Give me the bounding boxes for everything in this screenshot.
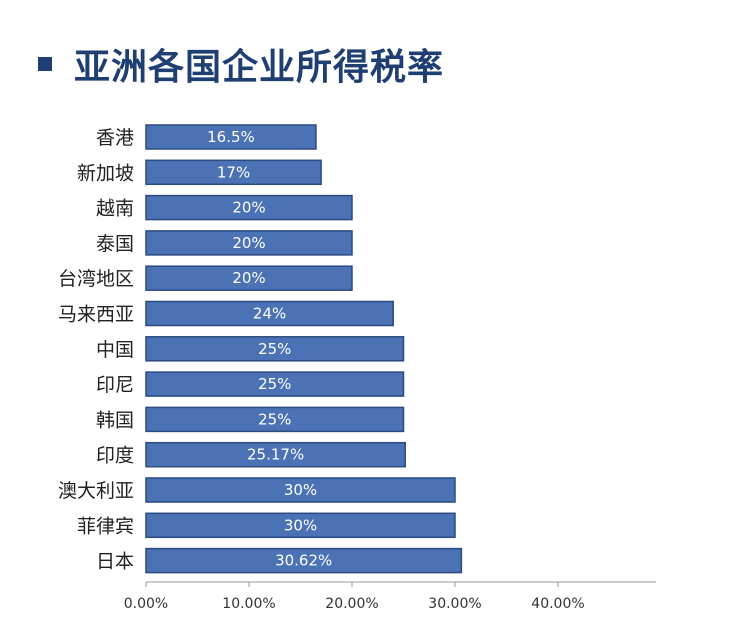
x-tick-label: 10.00% [222,596,275,612]
category-label: 中国 [96,339,134,361]
bar [145,194,353,221]
bar-value-label: 25% [258,410,291,428]
category-label: 越南 [96,198,134,220]
category-label: 马来西亚 [58,304,134,326]
chart-title-text: 亚洲各国企业所得税率 [74,47,445,88]
bar [145,477,456,503]
bar [145,300,394,327]
category-label: 香港 [96,127,134,149]
category-label: 泰国 [96,233,134,255]
x-tick-label: 20.00% [325,596,378,612]
bar-value-label: 20% [232,199,265,217]
bar [145,336,405,362]
bar [145,547,463,574]
bar-value-label: 20% [232,269,265,287]
bar-value-label: 17% [217,163,250,181]
category-label: 菲律宾 [77,515,134,537]
category-label: 日本 [96,551,134,573]
category-label: 印度 [96,445,134,467]
bar [145,512,456,539]
bar [145,371,405,397]
category-label: 韩国 [96,409,134,431]
bar-value-label: 30% [284,481,317,499]
bar [145,230,353,256]
bar [145,124,317,150]
bar-value-label: 25% [258,375,291,393]
bar-value-label: 30.62% [275,552,332,570]
x-tick-label: 30.00% [428,596,481,612]
x-tick-label: 40.00% [531,596,584,612]
category-label: 台湾地区 [58,268,134,290]
chart-title: 亚洲各国企业所得税率 [38,38,444,90]
bar [145,406,405,433]
bar [145,441,407,468]
bar-value-label: 30% [284,516,317,534]
x-tick-label: 0.00% [124,596,168,612]
title-bullet-icon [38,57,52,71]
bar-value-label: 16.5% [207,128,255,146]
bar-value-label: 25.17% [247,446,304,464]
bar [145,159,322,186]
bar-value-label: 20% [232,234,265,252]
bar-value-label: 25% [258,340,291,358]
category-label: 印尼 [96,374,134,396]
category-label: 澳大利亚 [58,480,134,502]
bar [145,265,353,291]
bar-value-label: 24% [253,305,286,323]
category-label: 新加坡 [77,162,134,184]
